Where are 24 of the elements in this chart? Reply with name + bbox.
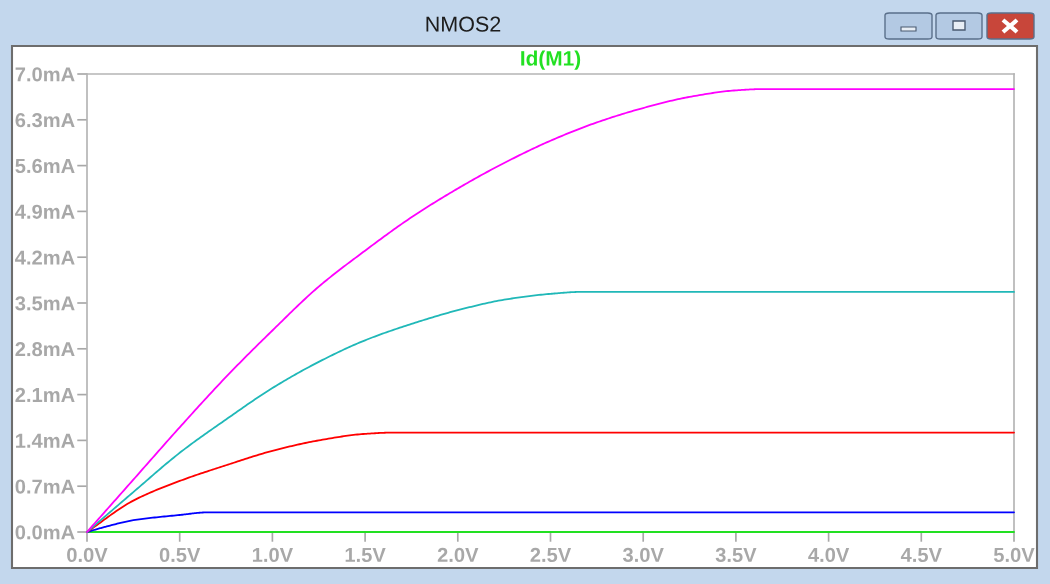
y-tick-label: 5.6mA <box>15 158 75 174</box>
y-tick-label: 0.0mA <box>15 525 75 540</box>
y-tick-label: 6.3mA <box>15 113 75 128</box>
y-tick-label: 4.2mA <box>15 250 75 265</box>
y-tick-label: 0.7mA <box>15 479 75 494</box>
x-tick-label: 1.0V <box>252 547 293 563</box>
y-tick-label: 2.8mA <box>15 342 75 357</box>
chart-title: NMOS2 <box>426 16 501 32</box>
y-tick-label: 3.5mA <box>15 296 75 311</box>
x-tick-label: 4.5V <box>900 548 942 563</box>
y-tick-label: 7.0mA <box>15 67 75 82</box>
x-tick-label: 3.5V <box>715 547 757 563</box>
x-tick-label: 2.0V <box>437 547 479 563</box>
x-tick-label: 3.0V <box>622 547 664 563</box>
text: Id(M1) <box>521 50 581 70</box>
x-tick-label: 5.0V <box>993 547 1035 563</box>
x-tick-label: 0.0V <box>67 547 108 563</box>
x-tick-label: 4.0V <box>808 547 850 563</box>
y-tick-label: 4.9mA <box>15 204 75 219</box>
y-tick-label: 1.4mA <box>16 433 75 448</box>
x-tick-label: 0.5V <box>159 547 201 563</box>
x-tick-label: 1.5V <box>345 548 386 563</box>
y-tick-label: 2.1mA <box>15 387 75 402</box>
x-tick-label: 2.5V <box>530 547 572 563</box>
